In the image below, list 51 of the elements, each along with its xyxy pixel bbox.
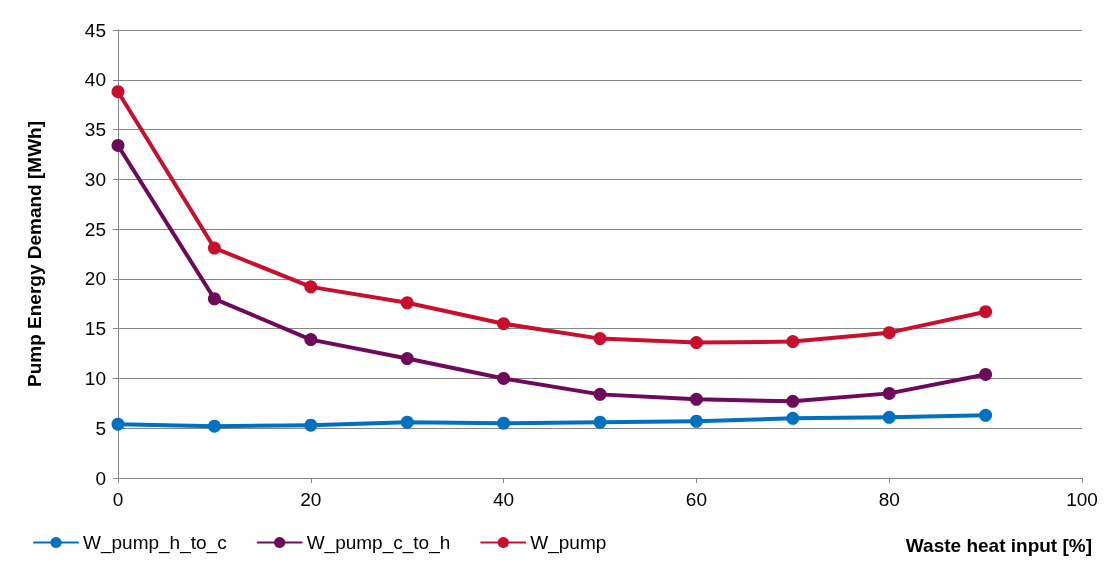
legend-label: W_pump_c_to_h	[306, 532, 451, 554]
point	[304, 418, 318, 432]
y-tick-label: 0	[95, 467, 106, 489]
y-tick-label: 35	[84, 119, 106, 141]
y-tick-label: 30	[84, 168, 106, 190]
point	[400, 296, 414, 310]
legend-label: W_pump	[530, 532, 607, 554]
point	[882, 410, 896, 424]
point	[111, 417, 125, 431]
y-axis-title: Pump Energy Demand [MWh]	[24, 120, 45, 388]
x-axis-title: Waste heat input [%]	[905, 535, 1093, 556]
point	[786, 335, 800, 349]
point	[882, 326, 896, 340]
y-tick-label: 45	[84, 19, 106, 41]
point	[304, 280, 318, 294]
point	[400, 352, 414, 366]
point	[111, 138, 125, 152]
x-tick-label: 60	[685, 489, 707, 510]
y-tick-label: 20	[84, 268, 106, 290]
point	[497, 371, 511, 385]
point	[882, 386, 896, 400]
point	[979, 408, 993, 422]
point	[979, 305, 993, 319]
x-tick-label: 40	[493, 489, 515, 510]
y-tick-label: 5	[95, 417, 106, 439]
point	[207, 292, 221, 306]
y-tick-label: 40	[84, 69, 106, 91]
point	[207, 419, 221, 433]
point	[111, 85, 125, 99]
x-tick-label: 100	[1066, 489, 1098, 510]
y-tick-label: 15	[84, 318, 106, 340]
point	[786, 411, 800, 425]
point	[689, 336, 703, 350]
y-tick-label: 10	[84, 367, 106, 389]
point	[689, 414, 703, 428]
x-tick-label: 80	[878, 489, 900, 510]
point	[400, 415, 414, 429]
point	[593, 332, 607, 346]
point	[786, 394, 800, 408]
point	[689, 392, 703, 406]
y-tick-label: 25	[84, 218, 106, 240]
point	[593, 415, 607, 429]
point	[497, 317, 511, 331]
legend-label: W_pump_h_to_c	[83, 532, 227, 554]
point	[207, 241, 221, 255]
point	[979, 367, 993, 381]
point	[497, 416, 511, 430]
x-tick-label: 20	[300, 489, 322, 510]
point	[304, 333, 318, 347]
point	[593, 387, 607, 401]
x-tick-label: 0	[112, 489, 124, 510]
